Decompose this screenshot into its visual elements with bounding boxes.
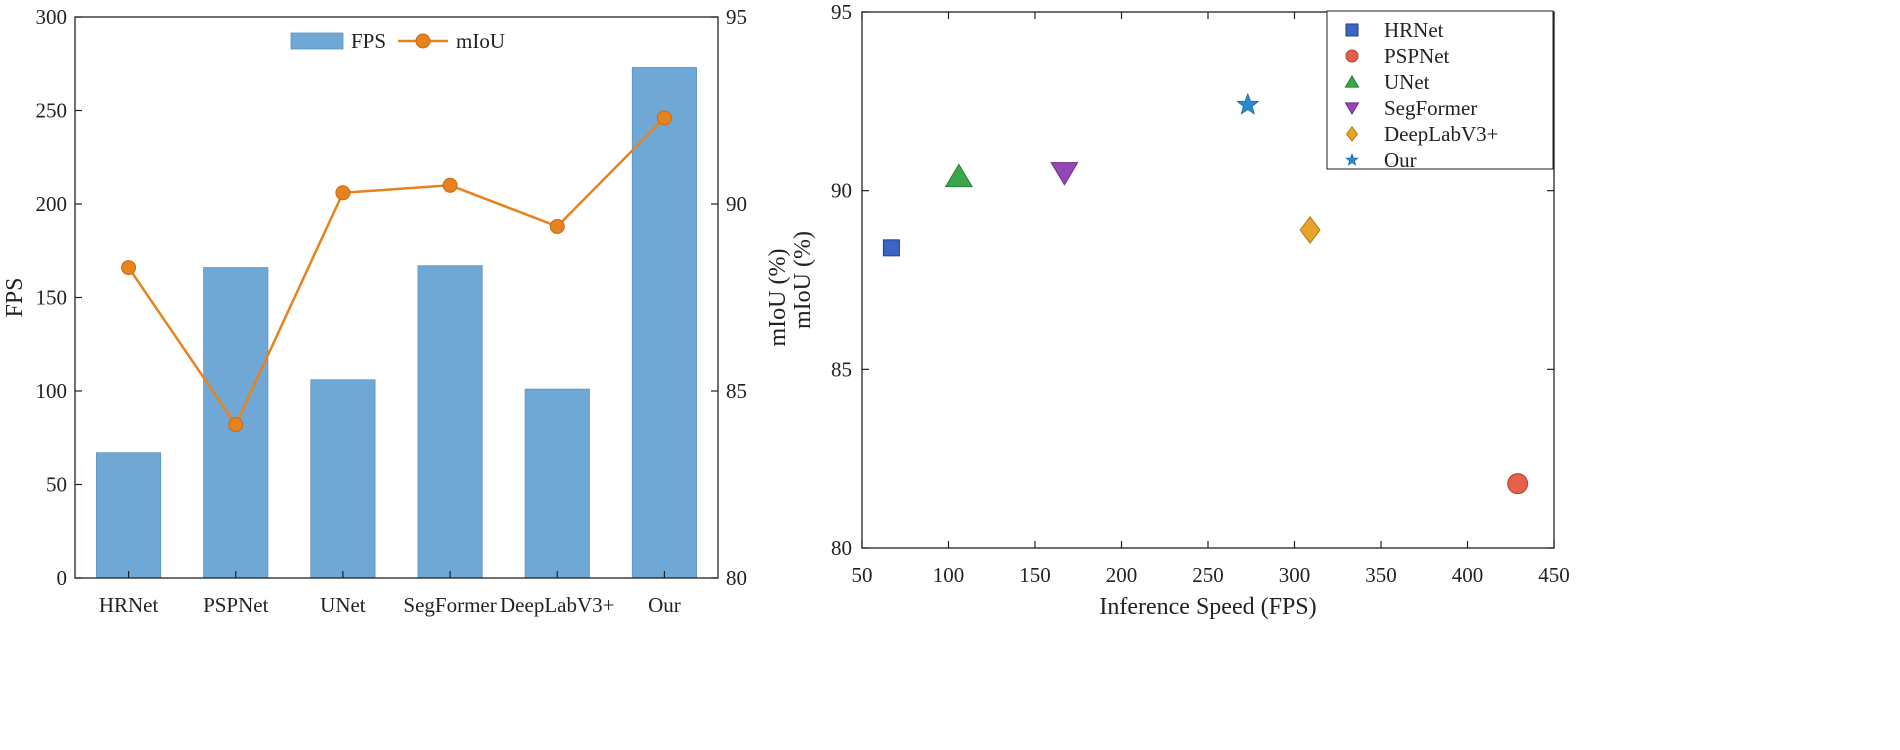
legend-label: Our [1384, 148, 1417, 172]
miou-point [228, 417, 244, 433]
x-tick-label: 150 [1019, 563, 1051, 587]
x-tick-label: DeepLabV3+ [500, 593, 614, 617]
miou-line [127, 117, 666, 428]
x-tick-label: SegFormer [403, 593, 496, 617]
legend-box [1326, 10, 1554, 170]
x-tick-label: 350 [1365, 563, 1397, 587]
scatter-point-deeplabv3 [1299, 215, 1321, 245]
miou-point [121, 260, 137, 276]
legend-marker [1344, 75, 1360, 88]
legend-swatch-fps [290, 32, 344, 50]
x-tick-label: 300 [1279, 563, 1311, 587]
legend-label: PSPNet [1384, 44, 1450, 68]
legend-marker [1345, 152, 1359, 166]
x-tick-label: 250 [1192, 563, 1224, 587]
fps-bar [96, 452, 162, 579]
x-tick-label: PSPNet [203, 593, 269, 617]
y2-tick-label: 80 [726, 566, 747, 590]
legend-marker-miou [415, 33, 431, 49]
miou-point [549, 218, 565, 234]
y-tick-label: 80 [831, 536, 852, 560]
fps-bar [417, 265, 483, 579]
scatter-point-our [1236, 92, 1260, 115]
legend-label: HRNet [1384, 18, 1444, 42]
y-tick-label: 100 [36, 379, 68, 403]
x-axis-title: Inference Speed (FPS) [1099, 594, 1316, 620]
x-tick-label: 50 [852, 563, 873, 587]
miou-point [656, 110, 672, 126]
x-tick-label: UNet [320, 593, 366, 617]
y-tick-label: 300 [36, 5, 68, 29]
x-tick-label: 200 [1106, 563, 1138, 587]
y-tick-label: 90 [831, 179, 852, 203]
legend-marker [1345, 23, 1359, 37]
fps-bar [524, 388, 590, 579]
plot-frame [74, 16, 719, 579]
y2-axis-title: mIoU (%) [765, 249, 791, 347]
y-tick-label: 200 [36, 192, 68, 216]
legend-label-fps: FPS [351, 29, 386, 53]
y2-tick-label: 85 [726, 379, 747, 403]
fps-bar [310, 379, 376, 579]
x-tick-label: 400 [1452, 563, 1484, 587]
legend-label: DeepLabV3+ [1384, 122, 1498, 146]
legend-marker [1345, 125, 1359, 143]
scatter-point-unet [944, 163, 973, 188]
y2-tick-label: 90 [726, 192, 747, 216]
y2-tick-label: 95 [726, 5, 747, 29]
scatter-point-pspnet [1507, 473, 1529, 495]
x-tick-label: Our [648, 593, 681, 617]
y-tick-label: 50 [46, 473, 67, 497]
legend-label-miou: mIoU [456, 29, 505, 53]
y-tick-label: 150 [36, 286, 68, 310]
scatter-point-segformer [1050, 162, 1079, 186]
y-tick-label: 0 [57, 566, 68, 590]
y-tick-label: 95 [831, 0, 852, 24]
y-axis-title: mIoU (%) [790, 231, 816, 329]
x-tick-label: 450 [1538, 563, 1570, 587]
scatter-point-hrnet [882, 239, 900, 257]
x-tick-label: HRNet [99, 593, 159, 617]
miou-point [442, 177, 458, 193]
bar-line-chart: 0 50 100 150 200 250 300 80 85 90 95 HRNet PSPNet UNe… [2, 5, 791, 617]
legend-label: UNet [1384, 70, 1430, 94]
legend-marker [1344, 102, 1360, 115]
legend-label: SegFormer [1384, 96, 1477, 120]
y-axis-title: FPS [2, 277, 28, 317]
miou-point [335, 185, 351, 201]
fps-bar [631, 67, 697, 579]
legend-marker [1345, 49, 1359, 63]
scatter-chart: 50 100 150 200 250 300 350 400 450 80 85 90 95 Infere… [790, 0, 1570, 620]
x-tick-label: 100 [933, 563, 965, 587]
y-tick-label: 85 [831, 357, 852, 381]
y-tick-label: 250 [36, 99, 68, 123]
